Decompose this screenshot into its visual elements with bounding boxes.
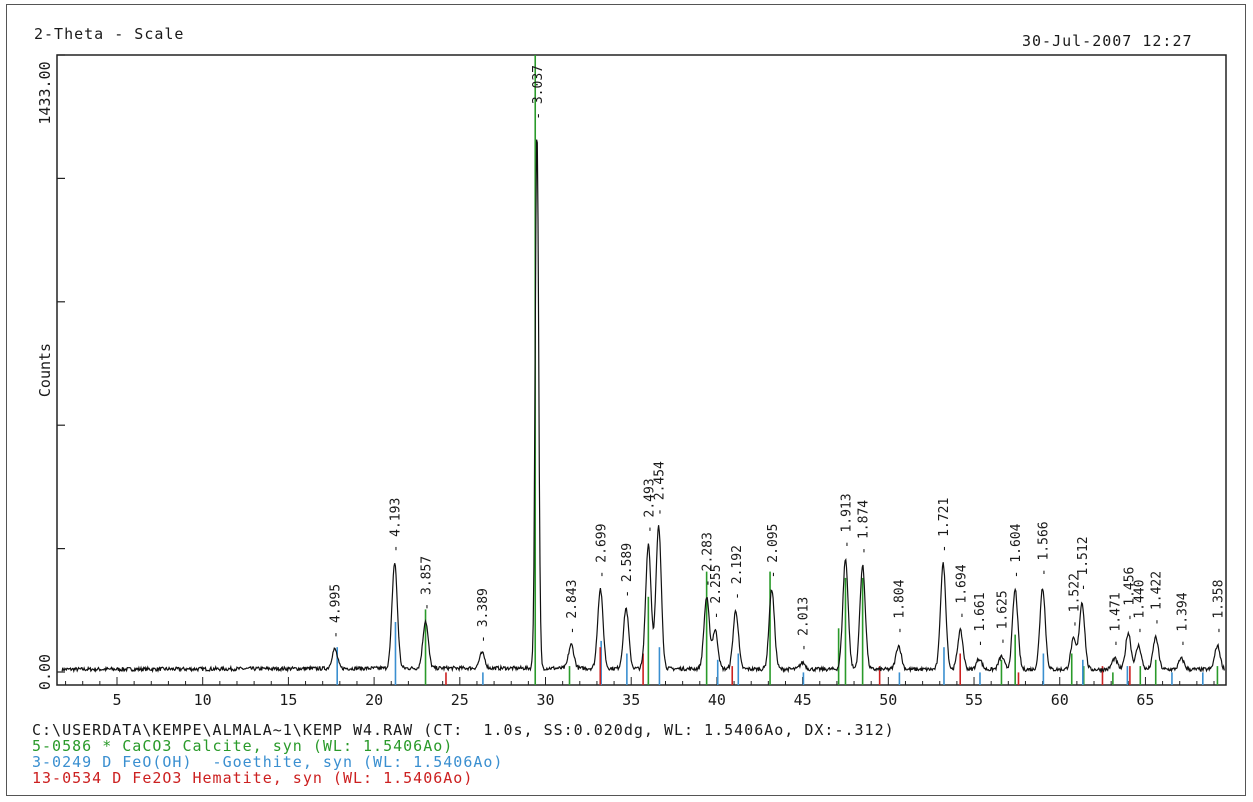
x-tick-label: 55	[965, 691, 983, 709]
peak-label: - 1.661	[973, 592, 988, 647]
x-tick-label: 30	[536, 691, 554, 709]
scale-title: 2-Theta - Scale	[34, 25, 185, 43]
diffraction-pattern	[61, 139, 1225, 674]
file-info-line: C:\USERDATA\KEMPE\ALMALA~1\KEMP W4.RAW (…	[32, 721, 895, 739]
peak-label: - 1.566	[1037, 521, 1052, 576]
peak-label: - 2.095	[766, 524, 781, 579]
peak-label: - 2.843	[565, 580, 580, 635]
peak-label: - 3.037	[531, 65, 546, 120]
peak-label: - 1.512	[1076, 536, 1091, 591]
x-tick-label: 10	[194, 691, 212, 709]
x-tick-label: 65	[1136, 691, 1154, 709]
peak-label: - 2.589	[620, 543, 635, 598]
x-tick-label: 25	[451, 691, 469, 709]
peak-label: - 2.255	[709, 564, 724, 619]
peak-label: - 1.694	[954, 564, 969, 619]
peak-label: - 2.493	[642, 478, 657, 533]
x-tick-label: 5	[112, 691, 121, 709]
peak-label: - 1.394	[1175, 592, 1190, 647]
peak-label: - 1.522	[1067, 573, 1082, 628]
peak-label: - 1.358	[1211, 580, 1226, 635]
peak-label: - 2.013	[797, 597, 812, 652]
x-tick-label: 50	[879, 691, 897, 709]
peak-label: - 1.422	[1150, 571, 1165, 626]
x-tick-label: 20	[365, 691, 383, 709]
y-axis-label: Counts	[36, 343, 54, 397]
x-tick-label: 15	[279, 691, 297, 709]
y-tick-label: 0.00	[36, 654, 54, 690]
peak-label: - 3.389	[476, 588, 491, 643]
phase-legend-hematite: 13-0534 D Fe2O3 Hematite, syn (WL: 1.540…	[32, 769, 474, 787]
peak-label: - 1.440	[1133, 580, 1148, 635]
y-tick-label: 1433.00	[36, 61, 54, 124]
peak-label: - 1.721	[937, 498, 952, 553]
peak-label: - 2.699	[594, 524, 609, 579]
peak-label: - 1.456	[1122, 567, 1137, 622]
peak-label: - 1.625	[995, 590, 1010, 645]
peak-label: - 3.857	[420, 556, 435, 611]
peak-label: - 1.804	[893, 579, 908, 634]
peak-label: - 1.913	[839, 493, 854, 548]
phase-legend-calcite: 5-0586 * CaCO3 Calcite, syn (WL: 1.5406A…	[32, 737, 454, 755]
timestamp: 30-Jul-2007 12:27	[1022, 32, 1193, 50]
phase-legend-goethite: 3-0249 D FeO(OH) -Goethite, syn (WL: 1.5…	[32, 753, 504, 771]
peak-label: - 4.995	[329, 584, 344, 639]
peak-label: - 1.604	[1009, 523, 1024, 578]
peak-label: - 1.874	[857, 500, 872, 555]
x-tick-label: 45	[794, 691, 812, 709]
peak-label: - 2.454	[653, 461, 668, 516]
x-tick-label: 35	[622, 691, 640, 709]
x-tick-label: 60	[1051, 691, 1069, 709]
peak-label: - 4.193	[389, 498, 404, 553]
peak-label: - 2.283	[701, 532, 716, 587]
peak-label: - 1.471	[1109, 592, 1124, 647]
x-tick-label: 40	[708, 691, 726, 709]
peak-label: - 2.192	[730, 545, 745, 600]
plot-area	[56, 54, 1227, 686]
plot-frame	[6, 4, 1246, 796]
